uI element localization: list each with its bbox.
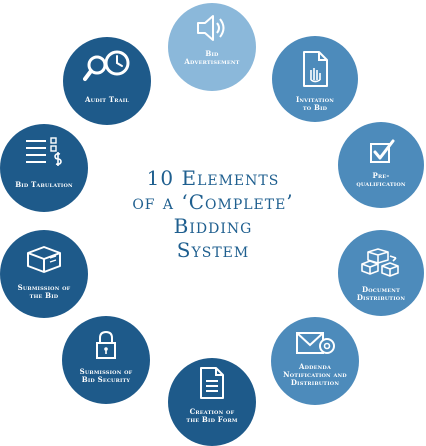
title-line-3: Bidding: [173, 214, 253, 238]
node-addenda-notification: Addenda Notification and Distribution: [271, 317, 359, 405]
node-label: Bid Advertisement: [184, 49, 240, 66]
boxes-icon: [361, 248, 399, 277]
node-bid-tabulation: Bid Tabulation: [0, 124, 88, 212]
title-line-1: 10 Elements: [146, 166, 280, 190]
node-label: Audit Trail: [85, 95, 129, 104]
node-audit-trail: Audit Trail: [63, 37, 151, 125]
node-label: Submission of the Bid: [17, 283, 71, 300]
node-label: Addenda Notification and Distribution: [283, 362, 347, 387]
node-label: Document Distribution: [356, 285, 406, 302]
node-bid-advertisement: Bid Advertisement: [168, 3, 256, 91]
node-invitation-to-bid: Invitation to Bid: [272, 36, 358, 122]
node-label: Bid Tabulation: [15, 180, 73, 189]
form-icon: [200, 367, 224, 399]
node-submission-of-bid: Submission of the Bid: [0, 230, 88, 318]
padlock-icon: [96, 330, 116, 359]
node-label: Invitation to Bid: [295, 95, 335, 112]
document-hand-icon: [303, 51, 328, 87]
node-submission-of-bid-security: Submission of Bid Security: [62, 316, 150, 404]
node-label: Pre- qualification: [356, 171, 406, 188]
title-line-4: System: [176, 238, 250, 262]
node-label: Creation of the Bid Form: [186, 407, 238, 424]
list-dollar-icon: [26, 137, 62, 166]
checkbox-icon: [370, 139, 395, 163]
node-creation-of-bid-form: Creation of the Bid Form: [168, 358, 256, 446]
envelope-icon: [296, 332, 335, 354]
magnifier-clock-icon: [83, 50, 130, 81]
box-icon: [27, 246, 61, 273]
node-pre-qualification: Pre- qualification: [338, 122, 424, 208]
node-label: Submission of Bid Security: [79, 367, 133, 384]
diagram-title: 10 Elements of a ‘Complete’ Bidding Syst…: [120, 166, 306, 262]
speaker-icon: [197, 15, 225, 41]
node-document-distribution: Document Distribution: [338, 230, 424, 316]
title-line-2: of a ‘Complete’: [132, 190, 294, 214]
